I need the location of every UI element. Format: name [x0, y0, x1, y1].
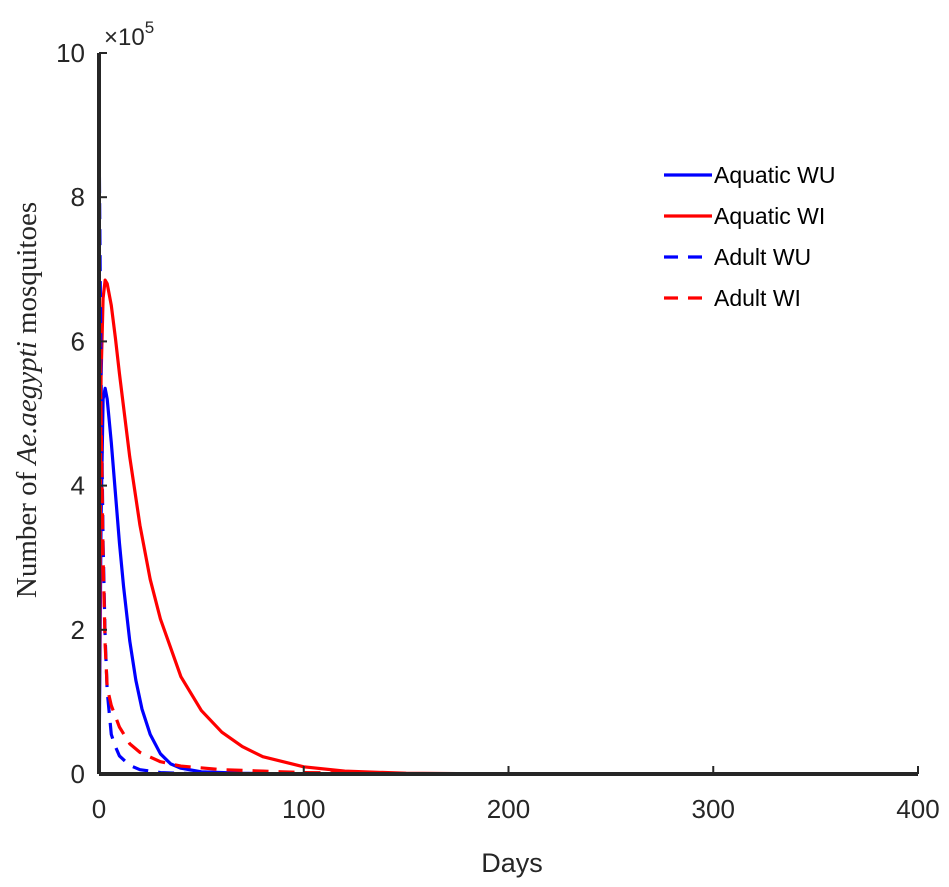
legend-label: Aquatic WI	[714, 203, 825, 229]
x-tick-label: 300	[692, 794, 735, 824]
legend-label: Adult WI	[714, 285, 801, 311]
x-tick-label: 200	[487, 794, 530, 824]
y-tick-label: 2	[71, 615, 85, 645]
y-tick-label: 6	[71, 326, 85, 356]
x-tick-label: 400	[896, 794, 939, 824]
y-tick-label: 10	[56, 38, 85, 68]
legend: Aquatic WU Aquatic WI Adult WU Adult WI	[664, 162, 835, 311]
legend-label: Adult WU	[714, 244, 811, 270]
x-tick-label: 0	[92, 794, 106, 824]
x-axis-label: Days	[481, 848, 543, 878]
y-tick-labels: 0 2 4 6 8 10	[56, 38, 107, 789]
x-tick-label: 100	[282, 794, 325, 824]
y-tick-label: 8	[71, 182, 85, 212]
y-tick-label: 4	[71, 471, 85, 501]
legend-label: Aquatic WU	[714, 162, 835, 188]
series-line-adult-wu	[97, 125, 918, 776]
series-line-aquatic-wu	[97, 386, 918, 776]
y-tick-label: 0	[71, 759, 85, 789]
x-tick-labels: 0 100 200 300 400	[92, 766, 940, 824]
series-line-adult-wi	[97, 305, 918, 776]
y-axis-multiplier: ×105	[104, 18, 154, 51]
series-line-aquatic-wi	[97, 278, 918, 776]
y-axis-label: Number of Ae.aegypti mosquitoes	[11, 202, 43, 598]
